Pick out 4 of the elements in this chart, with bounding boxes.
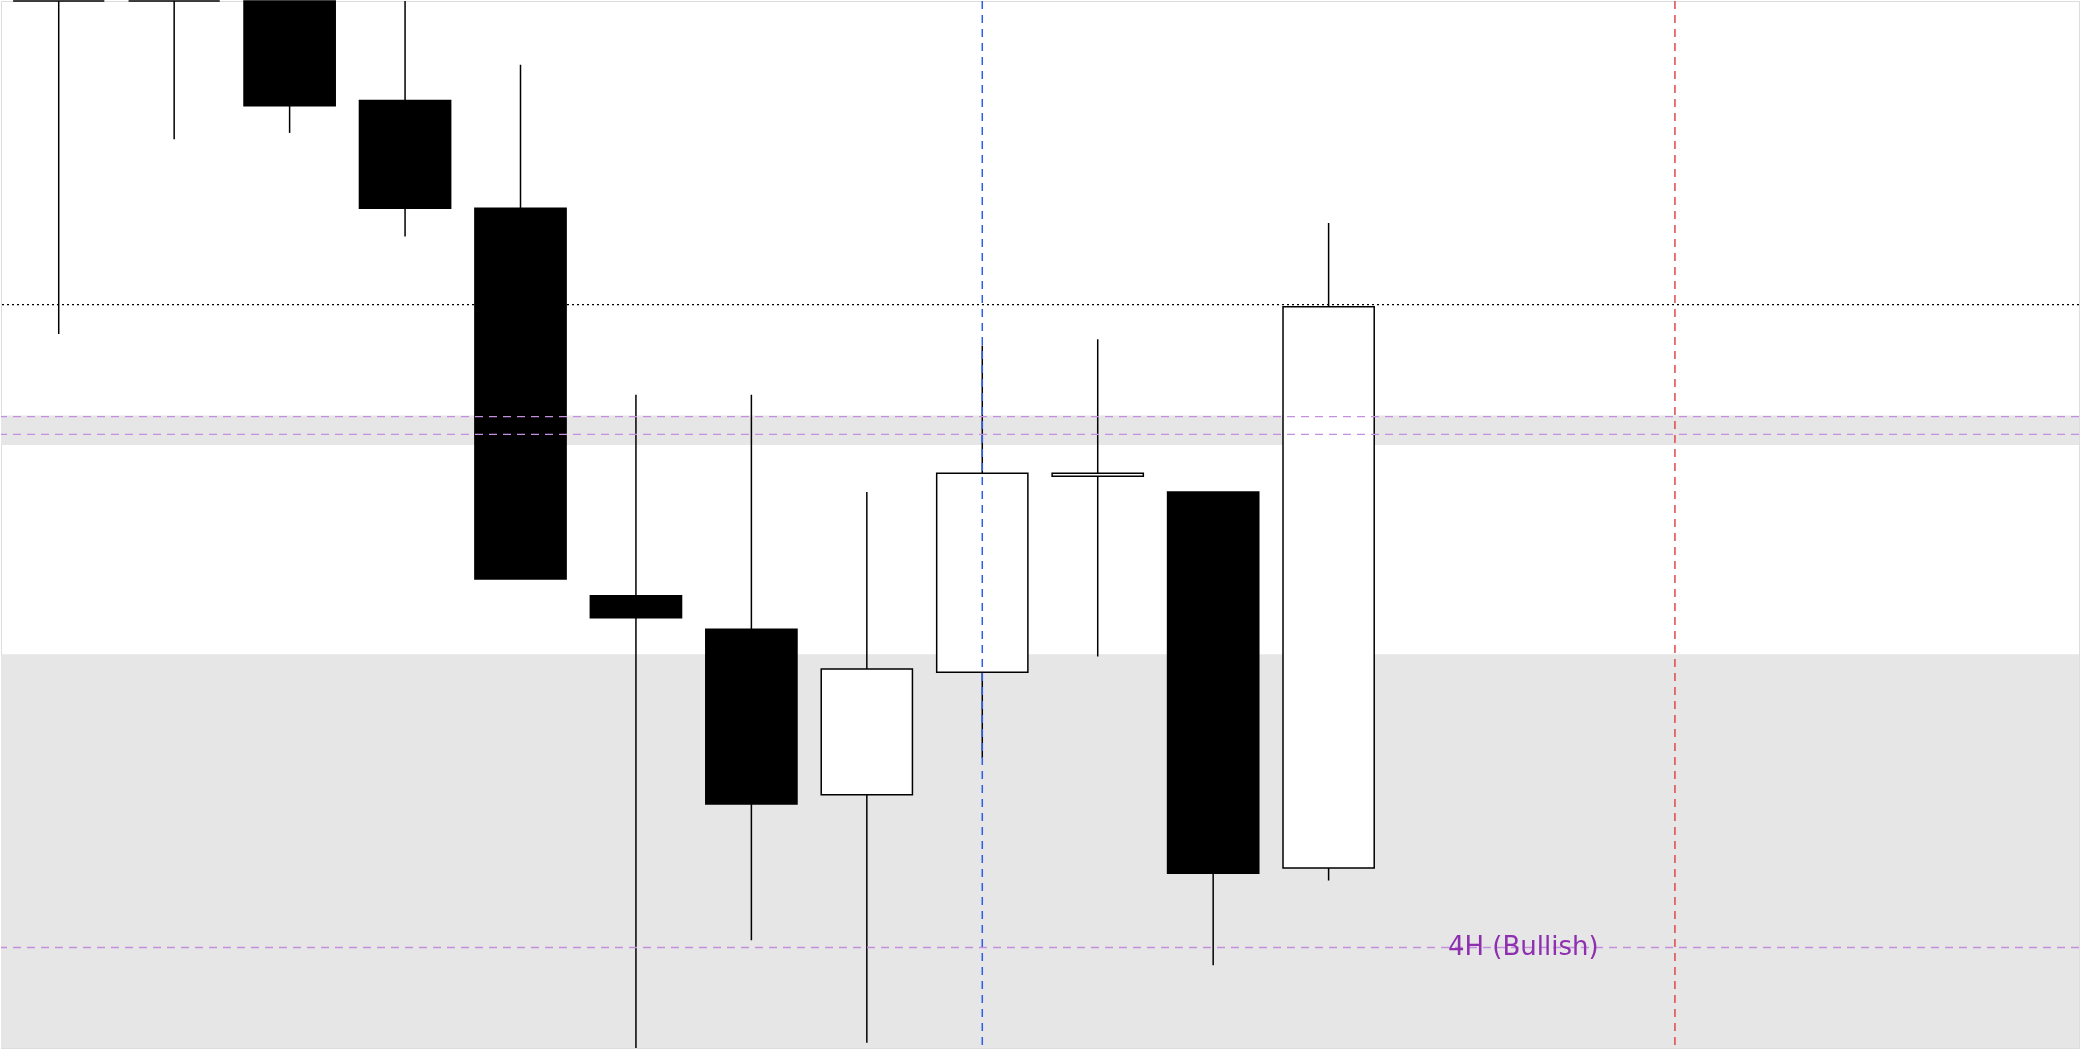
candlestick (127, 0, 221, 140)
candlestick (589, 393, 683, 1049)
ref-line-label: 4H (Bullish) (1447, 931, 1599, 962)
candlestick (1051, 338, 1145, 658)
